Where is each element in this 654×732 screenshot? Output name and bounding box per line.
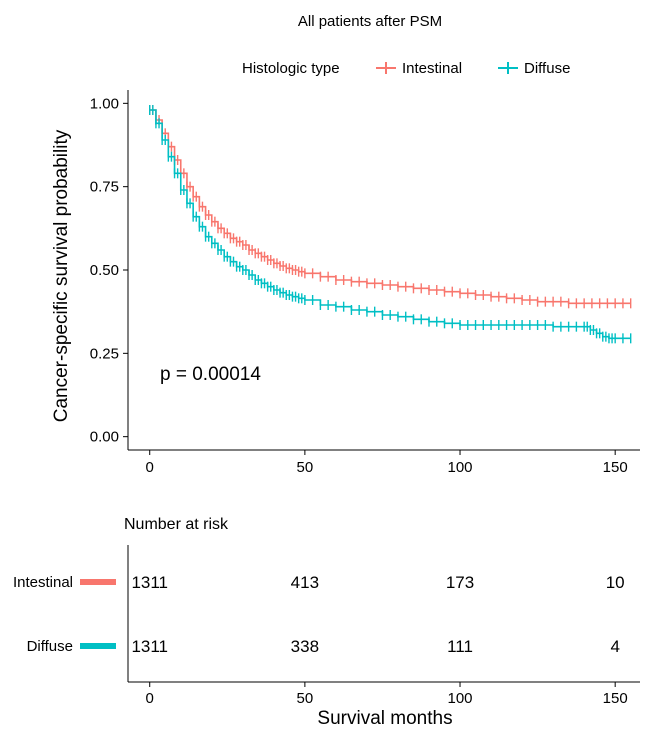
- risk-x-axis-label: Survival months: [317, 708, 452, 729]
- risk-x-tick-label: 0: [146, 690, 154, 707]
- risk-value-intestinal: 413: [291, 573, 319, 592]
- risk-rows: Intestinal 1311 413 173 10 Diffuse 1311 338 111 4: [13, 573, 625, 656]
- x-tick-label: 150: [603, 459, 628, 476]
- x-tick-label: 0: [146, 459, 154, 476]
- risk-x-tick-label: 100: [448, 690, 473, 707]
- risk-value-diffuse: 338: [291, 637, 319, 656]
- y-tick-label: 0.75: [90, 179, 119, 196]
- y-tick-label: 0.25: [90, 345, 119, 362]
- risk-value-intestinal: 10: [606, 573, 625, 592]
- legend-item-intestinal: Intestinal: [376, 60, 462, 77]
- y-tick-label: 0.50: [90, 262, 119, 279]
- y-tick-label: 1.00: [90, 95, 119, 112]
- risk-value-diffuse: 1311: [131, 637, 168, 656]
- x-tick-label: 50: [297, 459, 314, 476]
- legend-label-diffuse: Diffuse: [524, 60, 570, 77]
- risk-row-label-diffuse: Diffuse: [27, 638, 73, 655]
- y-tick-label: 0.00: [90, 429, 119, 446]
- y-ticks: 0.00 0.25 0.50 0.75 1.00: [90, 95, 128, 446]
- x-tick-label: 100: [448, 459, 473, 476]
- risk-value-diffuse: 4: [610, 637, 619, 656]
- risk-table-title: Number at risk: [124, 516, 229, 533]
- risk-x-tick-label: 50: [297, 690, 314, 707]
- p-value-annotation: p = 0.00014: [160, 364, 261, 385]
- chart-title: All patients after PSM: [298, 13, 442, 30]
- series-line-diffuse: [149, 109, 631, 340]
- y-axis-label: Cancer-specific survival probability: [51, 129, 72, 422]
- legend-title: Histologic type: [242, 60, 340, 77]
- series-line-intestinal: [149, 109, 631, 305]
- legend-label-intestinal: Intestinal: [402, 60, 462, 77]
- risk-x-ticks: 0 50 100 150: [146, 682, 628, 707]
- legend-item-diffuse: Diffuse: [498, 60, 570, 77]
- x-ticks: 0 50 100 150: [146, 450, 628, 476]
- risk-value-intestinal: 1311: [131, 573, 168, 592]
- risk-value-diffuse: 111: [447, 637, 473, 656]
- series-layer: [149, 105, 632, 344]
- risk-row-label-intestinal: Intestinal: [13, 574, 73, 591]
- risk-x-tick-label: 150: [603, 690, 628, 707]
- risk-value-intestinal: 173: [446, 573, 474, 592]
- legend: Histologic type Intestinal Diffuse: [242, 60, 570, 77]
